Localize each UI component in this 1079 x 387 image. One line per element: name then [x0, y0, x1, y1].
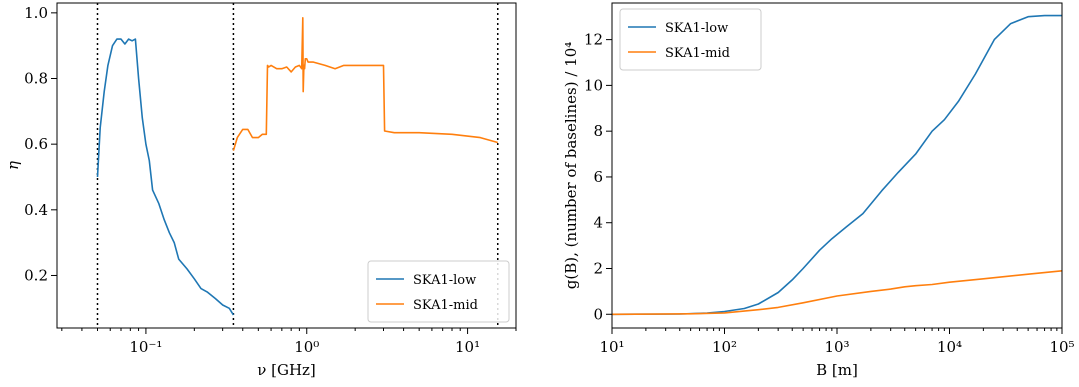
plot-frame: [56, 2, 517, 329]
x-tick-label: 10¹: [455, 338, 480, 356]
plot-frame: [611, 2, 1063, 329]
legend-label-ska1-mid: SKA1-mid: [665, 46, 730, 61]
y-tick-label: 8: [593, 122, 603, 140]
x-axis-label: B [m]: [816, 361, 858, 379]
x-tick-label: 10³: [824, 338, 849, 356]
x-tick-label: 10²: [712, 338, 737, 356]
left-panel-eta-vs-frequency: 10⁻¹ 10⁰ 10¹ 0.2 0.4 0.6 0.8 1.0 ν [GHz] η SKA1-lo…: [4, 2, 517, 379]
x-axis-label: ν [GHz]: [257, 361, 316, 379]
right-panel-baseline-distribution: 10¹ 10² 10³ 10⁴ 10⁵ 0 2 4 6 8 10 12 B [m] g(B), (numb…: [562, 2, 1075, 379]
x-tick-label: 10⁵: [1049, 338, 1074, 356]
y-tick-label: 4: [593, 214, 603, 232]
legend-label-ska1-low: SKA1-low: [665, 21, 728, 36]
x-tick-label: 10⁻¹: [129, 338, 162, 356]
y-tick-label: 12: [584, 31, 603, 49]
legend-label-ska1-low: SKA1-low: [413, 273, 476, 288]
series-line-ska1-low: [611, 14, 1062, 316]
legend-box: [367, 260, 510, 323]
y-tick-label: 10: [584, 76, 603, 94]
y-tick-label: 1.0: [24, 4, 48, 22]
legend: SKA1-low SKA1-mid: [367, 260, 510, 323]
series-line-ska1-low: [96, 38, 235, 316]
series-line-ska1-mid: [611, 270, 1063, 316]
y-tick-label: 6: [593, 168, 603, 186]
y-tick-label: 2: [593, 259, 603, 277]
x-tick-label: 10⁰: [294, 338, 319, 356]
y-tick-label: 0.4: [24, 201, 48, 219]
legend-label-ska1-mid: SKA1-mid: [413, 298, 478, 313]
y-tick-label: 0.2: [24, 266, 48, 284]
legend-box: [619, 8, 762, 71]
y-tick-label: 0: [593, 305, 603, 323]
y-tick-label: 0.8: [24, 70, 48, 88]
y-axis-label: g(B), (number of baselines) / 10⁴: [562, 42, 580, 290]
x-tick-label: 10¹: [599, 338, 624, 356]
y-axis-label: η: [4, 161, 22, 170]
series-line-ska1-mid: [232, 16, 498, 151]
x-tick-label: 10⁴: [937, 338, 962, 356]
legend: SKA1-low SKA1-mid: [619, 8, 762, 71]
y-tick-label: 0.6: [24, 135, 48, 153]
